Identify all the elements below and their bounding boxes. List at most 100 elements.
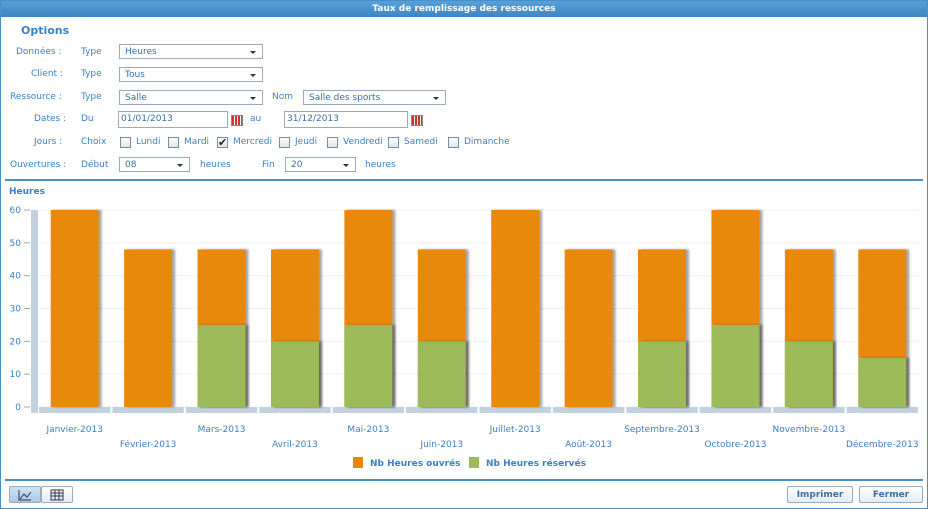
x-axis-bar: [846, 407, 918, 413]
select[interactable]: Salle: [119, 90, 263, 105]
label: Type: [81, 69, 102, 79]
x-axis-bar: [773, 407, 845, 413]
checkbox[interactable]: [120, 137, 131, 148]
date-input[interactable]: 01/01/2013: [118, 111, 228, 128]
label: Client :: [31, 69, 63, 79]
select[interactable]: 20: [285, 157, 356, 172]
label: heures: [365, 160, 396, 170]
x-tick-label: Août-2013: [565, 440, 612, 450]
date-input[interactable]: 31/12/2013: [284, 111, 408, 128]
select[interactable]: Tous: [119, 67, 263, 82]
x-axis-bar: [259, 407, 331, 413]
label: Dates :: [34, 114, 67, 124]
bar: [417, 341, 466, 407]
calendar-button[interactable]: [231, 115, 243, 126]
select[interactable]: 08: [119, 157, 190, 172]
y-tick-label: 0: [15, 403, 21, 413]
x-tick-label: Décembre-2013: [846, 439, 919, 450]
checkbox[interactable]: [388, 137, 399, 148]
bar: [638, 341, 687, 407]
checkbox-label: Mardi: [184, 137, 210, 147]
checkbox-label: Lundi: [136, 137, 161, 147]
x-tick-label: Avril-2013: [272, 440, 318, 450]
checkbox[interactable]: ✔: [217, 136, 228, 149]
x-tick-label: Novembre-2013: [772, 425, 845, 435]
checkbox[interactable]: [448, 137, 459, 148]
x-axis-bar: [479, 407, 551, 413]
x-tick-label: Février-2013: [120, 439, 177, 450]
select[interactable]: Heures: [119, 44, 263, 59]
label: Jours :: [34, 137, 63, 147]
label: Ressource :: [10, 92, 62, 102]
x-axis-bar: [626, 407, 698, 413]
label: Données :: [16, 47, 62, 57]
checkbox-label: Jeudi: [295, 137, 318, 147]
x-tick-label: Janvier-2013: [45, 425, 103, 435]
x-axis-bar: [39, 407, 111, 413]
y-tick-label: 40: [10, 272, 22, 282]
label: Type: [81, 47, 102, 57]
y-tick-label: 20: [10, 337, 22, 347]
x-tick-label: Septembre-2013: [624, 425, 700, 435]
x-axis-bar: [406, 407, 478, 413]
x-tick-label: Juin-2013: [419, 440, 463, 450]
options-title: Options: [21, 24, 70, 37]
separator: [5, 179, 923, 181]
select[interactable]: Salle des sports: [303, 90, 446, 105]
label: Fin: [262, 160, 275, 170]
calendar-button[interactable]: [411, 115, 423, 126]
separator: [5, 479, 923, 481]
label: au: [250, 114, 262, 124]
legend-label: Nb Heures réservés: [486, 458, 586, 469]
bar: [784, 341, 833, 407]
x-tick-label: Octobre-2013: [704, 440, 766, 450]
checkbox[interactable]: [327, 137, 338, 148]
label: Nom: [272, 92, 294, 102]
checkbox[interactable]: [279, 137, 290, 148]
bar: [50, 210, 99, 407]
print-button[interactable]: Imprimer: [787, 486, 853, 503]
label: heures: [200, 160, 231, 170]
checkbox-label: Dimanche: [464, 137, 510, 147]
legend-swatch: [469, 457, 479, 468]
chart-view-button[interactable]: [9, 486, 41, 503]
x-tick-label: Mai-2013: [347, 425, 389, 435]
x-tick-label: Mars-2013: [198, 425, 246, 435]
checkbox[interactable]: [168, 137, 179, 148]
bar: [711, 324, 760, 407]
label: Du: [81, 114, 94, 124]
checkbox-label: Vendredi: [343, 137, 383, 147]
close-button[interactable]: Fermer: [859, 486, 923, 503]
chart: Heures 0 10 20 30 40 50 60 Janvier-2013 Février-…: [9, 187, 919, 469]
legend-label: Nb Heures ouvrés: [370, 458, 461, 469]
bar: [858, 357, 907, 407]
bar: [344, 324, 393, 407]
window-title: Taux de remplissage des ressources: [1, 1, 927, 17]
y-axis-bar: [31, 210, 38, 413]
y-tick-label: 30: [10, 305, 22, 315]
x-axis-bar: [552, 407, 625, 413]
bar: [564, 249, 613, 407]
checkbox-label: Mercredi: [233, 137, 273, 147]
x-axis-bar: [185, 407, 258, 413]
bar: [124, 249, 173, 407]
table-view-button[interactable]: [41, 486, 73, 503]
label: Type: [81, 92, 102, 102]
label: Ouvertures :: [10, 160, 67, 170]
x-axis-bar: [699, 407, 772, 413]
y-tick-label: 10: [10, 370, 22, 380]
legend-swatch: [353, 457, 363, 468]
label: Début: [81, 160, 109, 170]
label: Choix: [81, 137, 107, 147]
x-axis-bar: [112, 407, 184, 413]
chart-icon: [18, 490, 32, 501]
bar: [197, 324, 246, 407]
bar: [491, 210, 540, 407]
checkbox-label: Samedi: [404, 137, 438, 147]
y-tick-label: 50: [10, 239, 22, 249]
x-tick-label: Juillet-2013: [489, 425, 541, 435]
y-axis-title: Heures: [9, 187, 45, 197]
y-tick-label: 60: [10, 206, 22, 216]
x-axis-bar: [332, 407, 405, 413]
